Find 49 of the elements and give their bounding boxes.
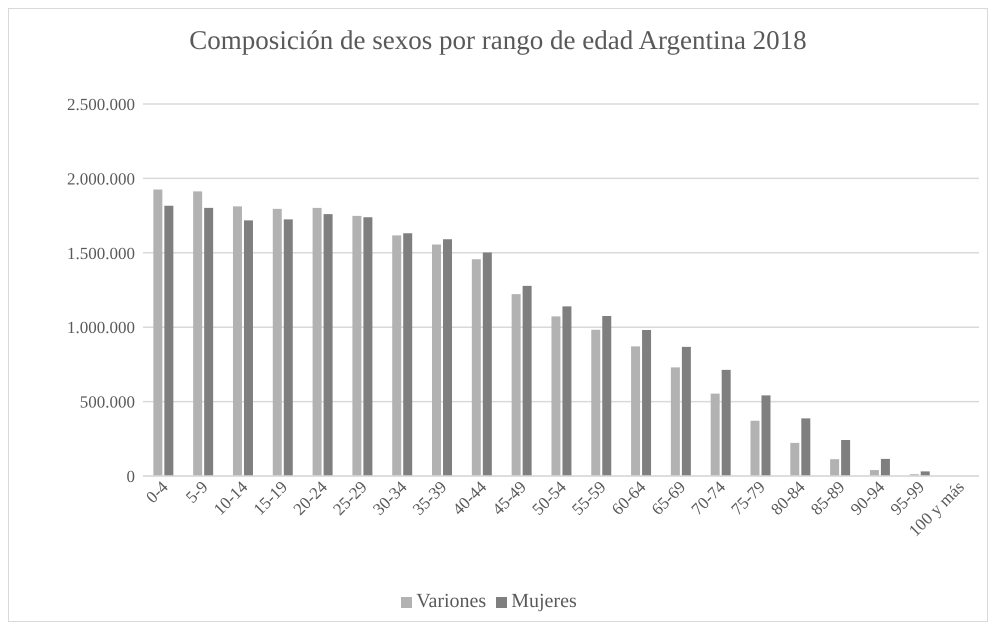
- bar: [432, 244, 442, 476]
- bar: [272, 208, 282, 476]
- bar: [710, 394, 720, 476]
- bar: [522, 286, 532, 476]
- x-tick-label: 0-4: [142, 477, 172, 507]
- y-tick-label: 0: [126, 467, 135, 486]
- bar: [841, 440, 850, 476]
- bar: [392, 235, 402, 476]
- bar: [193, 191, 202, 476]
- bar: [164, 206, 174, 476]
- bar: [284, 219, 293, 476]
- y-tick-label: 500.000: [80, 392, 135, 412]
- bar: [153, 190, 162, 476]
- bar: [403, 233, 412, 476]
- bar: [830, 459, 840, 476]
- bar: [880, 458, 890, 476]
- y-tick-label: 2.500.000: [67, 95, 135, 114]
- bar: [750, 420, 760, 476]
- bar: [472, 259, 481, 476]
- bar: [312, 208, 322, 476]
- bar: [682, 346, 691, 476]
- bar: [631, 346, 640, 476]
- legend-label: Variones: [416, 590, 486, 612]
- y-tick-label: 1.000.000: [67, 318, 135, 338]
- bar: [443, 239, 452, 476]
- bar: [761, 395, 770, 476]
- chart-title: Composición de sexos por rango de edad Argentina 2018: [188, 25, 808, 56]
- bar: [482, 252, 492, 476]
- bar: [363, 217, 372, 476]
- x-tick-label: 5-9: [182, 477, 212, 507]
- bar: [204, 208, 214, 476]
- bar: [870, 470, 879, 476]
- bar: [722, 370, 731, 476]
- bar: [352, 216, 362, 476]
- bar: [324, 214, 333, 476]
- y-tick-label: 1.500.000: [67, 244, 135, 263]
- bar: [232, 206, 242, 476]
- bar: [642, 330, 652, 476]
- bar: [670, 367, 680, 476]
- bar: [551, 316, 560, 476]
- legend-label: Mujeres: [511, 590, 577, 612]
- bar: [602, 316, 612, 476]
- bar: [512, 294, 521, 476]
- bar: [244, 220, 253, 476]
- y-tick-label: 2.000.000: [67, 169, 135, 188]
- bar: [790, 442, 800, 476]
- bar: [801, 418, 810, 476]
- bar: [591, 330, 600, 476]
- bar: [562, 306, 572, 476]
